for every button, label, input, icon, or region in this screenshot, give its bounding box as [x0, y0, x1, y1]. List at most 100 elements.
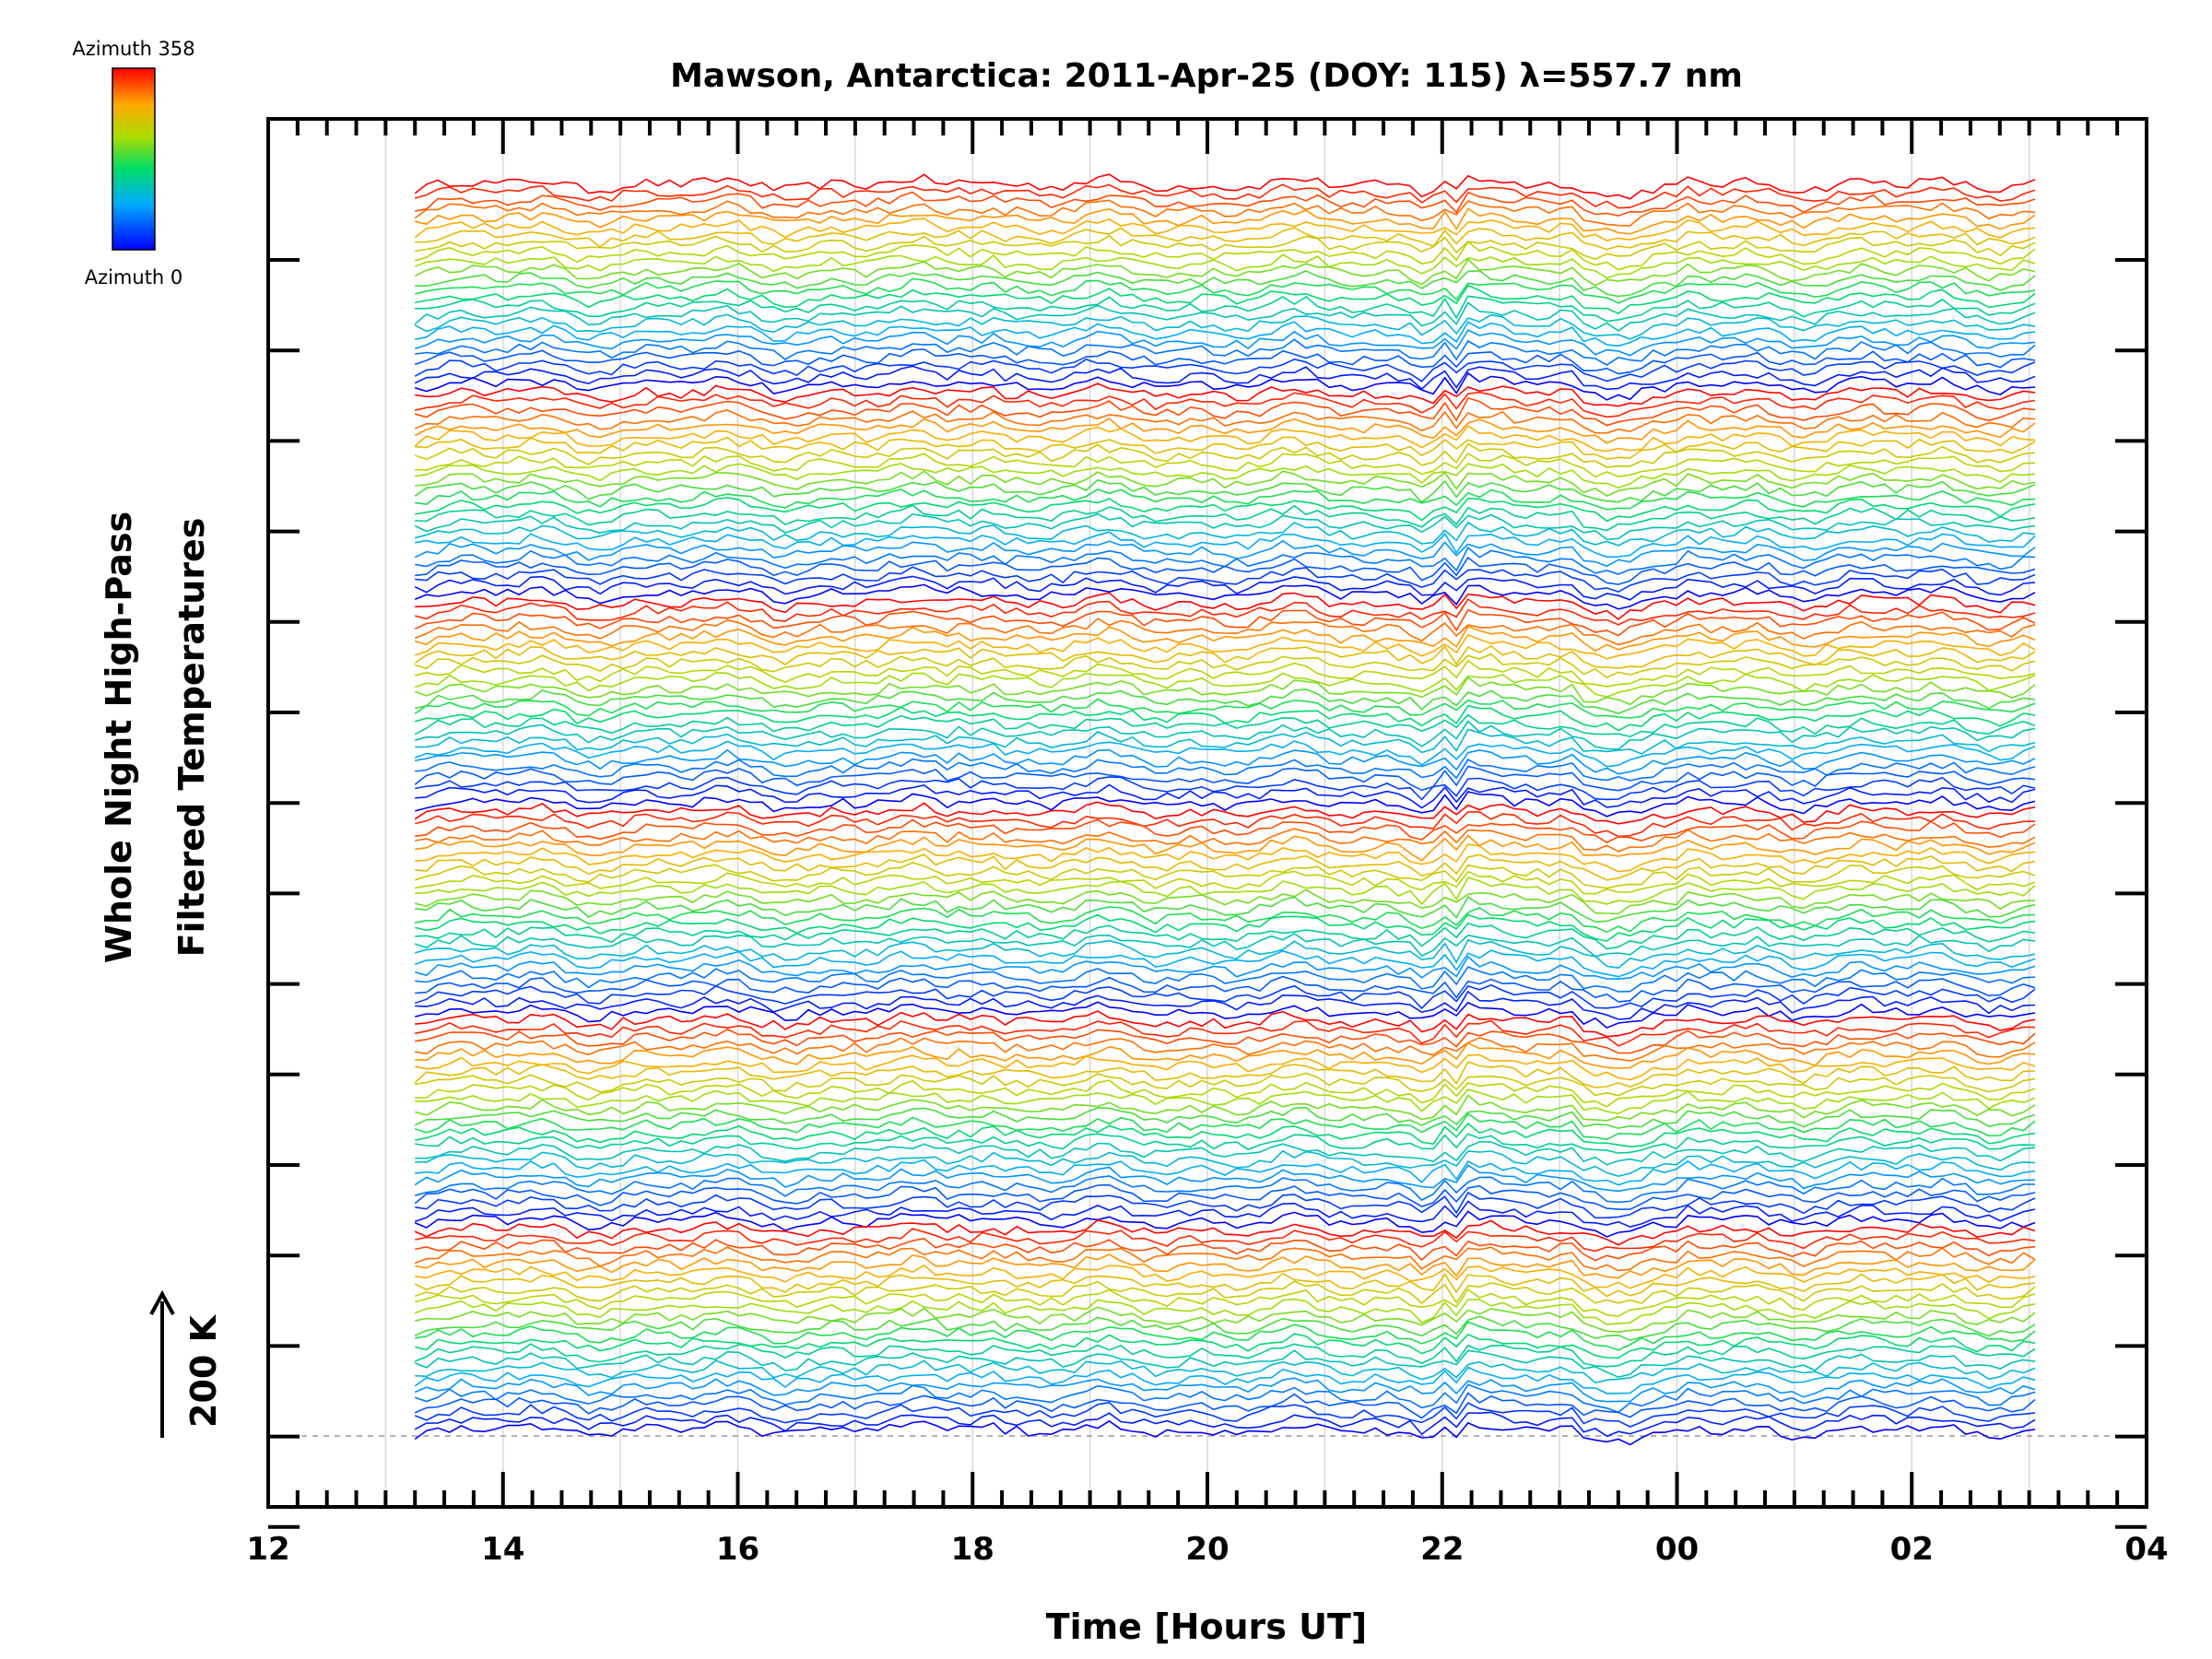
x-axis-label: Time [Hours UT]: [1046, 1606, 1368, 1647]
series-line: [414, 720, 2036, 750]
series-line: [415, 1141, 2036, 1166]
x-tick-label: 16: [716, 1531, 759, 1568]
series-line: [414, 1183, 2036, 1210]
series-line: [414, 1401, 2036, 1428]
series-line: [414, 1298, 2036, 1325]
series-line: [415, 382, 2036, 407]
scale-arrow-head: [149, 1289, 175, 1315]
y-axis-label-line-2: Filtered Temperatures: [171, 518, 212, 958]
series-line: [415, 436, 2036, 460]
series-line: [414, 1343, 2036, 1368]
series-line: [415, 834, 2036, 862]
series-line: [415, 284, 2036, 315]
series-line: [415, 1019, 2036, 1047]
series-line: [414, 218, 2036, 241]
series-line: [415, 592, 2036, 620]
series-line: [414, 1315, 2036, 1342]
series-line: [414, 1349, 2036, 1379]
series-line: [414, 672, 2036, 699]
series-line: [414, 1366, 2036, 1394]
series-line: [415, 1359, 2036, 1384]
series-line: [414, 365, 2036, 391]
series-line: [414, 258, 2036, 287]
series-line: [414, 1218, 2036, 1246]
series-line: [414, 801, 2036, 825]
x-tick-label: 04: [2124, 1531, 2168, 1568]
series-line: [414, 765, 2036, 792]
series-line: [415, 470, 2036, 498]
series-line: [415, 1321, 2036, 1351]
series-line: [414, 1200, 2036, 1229]
x-tick-label: 14: [481, 1531, 524, 1568]
series-line: [414, 396, 2036, 427]
series-line: [415, 546, 2036, 575]
series-line: [415, 870, 2036, 895]
scale-indicator: 200 K: [149, 1289, 224, 1438]
x-tick-label: 18: [951, 1531, 994, 1568]
series-line: [414, 329, 2036, 357]
series-line: [415, 776, 2036, 801]
series-line: [414, 713, 2036, 738]
series-line: [414, 949, 2036, 978]
series-line: [414, 409, 2036, 434]
x-tick-label: 02: [1890, 1531, 1934, 1568]
series-line: [414, 791, 2036, 818]
series-line: [414, 512, 2036, 541]
series-line: [414, 418, 2036, 444]
series-line: [414, 539, 2036, 568]
series-line: [414, 698, 2036, 719]
series-line: [414, 1411, 2036, 1438]
series-line: [415, 913, 2036, 942]
series-line: [414, 183, 2036, 209]
scale-label: 200 K: [183, 1313, 224, 1428]
series-line: [415, 966, 2036, 993]
series-line: [414, 618, 2036, 646]
series-line: [414, 253, 2036, 279]
colorbar: Azimuth 358 Azimuth 0: [72, 38, 194, 288]
series-line: [415, 843, 2036, 873]
series-line: [415, 488, 2036, 511]
series-line: [414, 608, 2036, 637]
series-line: [414, 1112, 2036, 1141]
series-line: [414, 313, 2036, 340]
series-line: [414, 983, 2036, 1010]
series-line: [414, 1094, 2036, 1122]
series-line: [414, 348, 2036, 375]
series-line: [414, 442, 2036, 468]
series-line: [415, 556, 2036, 585]
series-line: [415, 531, 2036, 559]
series-line: [414, 301, 2036, 332]
series-line: [415, 234, 2036, 260]
series-line: [414, 1246, 2036, 1272]
chart-title: Mawson, Antarctica: 2011-Apr-25 (DOY: 11…: [670, 57, 1743, 95]
series-line: [415, 504, 2036, 532]
series-line: [415, 877, 2036, 906]
series-line: [415, 906, 2036, 934]
series-line: [414, 955, 2036, 980]
colorbar-gradient: [112, 67, 156, 251]
series-line: [414, 861, 2036, 889]
x-tick-label: 20: [1185, 1531, 1229, 1568]
series-line: [414, 633, 2036, 660]
series-line: [415, 783, 2036, 809]
series-line: [415, 1010, 2036, 1038]
series-line: [414, 1377, 2036, 1403]
series-line: [415, 990, 2036, 1020]
series-line: [414, 371, 2036, 401]
series-line: [414, 241, 2036, 271]
series-line: [414, 653, 2036, 679]
series-line: [415, 888, 2036, 915]
series-line: [414, 597, 2036, 626]
y-axis-label-line-1: Whole Night High-Pass: [99, 512, 139, 963]
series-line: [415, 497, 2036, 523]
series-line: [415, 828, 2036, 853]
series-line: [415, 1264, 2036, 1289]
series-line: [415, 1053, 2036, 1081]
x-tick-label: 00: [1655, 1531, 1699, 1568]
series-line: [415, 1238, 2036, 1262]
colorbar-bottom-label: Azimuth 0: [85, 266, 183, 288]
series-line: [415, 207, 2036, 235]
series-line: [415, 1122, 2036, 1147]
series-line: [414, 521, 2036, 547]
